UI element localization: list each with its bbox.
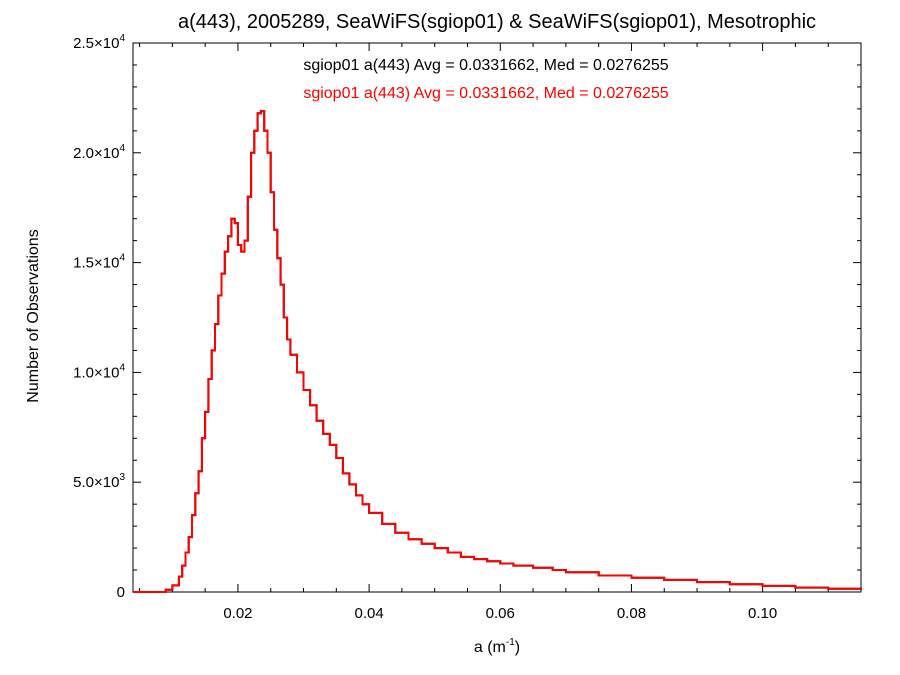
x-axis-label-end: ) (515, 639, 520, 656)
x-axis-label-text: a (m (474, 639, 506, 656)
annotation-red: sgiop01 a(443) Avg = 0.0331662, Med = 0.… (303, 85, 668, 102)
series-group (133, 110, 862, 593)
series-red-line (133, 110, 862, 593)
y-tick-label: 1.0×104 (73, 362, 125, 381)
y-tick-label: 0 (117, 584, 125, 601)
y-tick-label: 2.0×104 (73, 143, 125, 162)
x-tick-label: 0.08 (617, 605, 646, 622)
y-tick-mantissa: 2.0×10 (73, 145, 119, 162)
y-tick-mantissa: 1.0×10 (73, 364, 119, 381)
y-tick-mantissa: 0 (117, 584, 125, 601)
x-tick-label: 0.04 (355, 605, 384, 622)
y-tick-exponent: 4 (119, 362, 125, 373)
y-tick-mantissa: 5.0×10 (73, 474, 119, 491)
y-tick-mantissa: 1.5×10 (73, 255, 119, 272)
y-tick-label: 1.5×104 (73, 253, 125, 272)
y-axis-label: Number of Observations (25, 229, 42, 402)
x-axis-label-sup: -1 (506, 637, 515, 648)
x-tick-label: 0.06 (486, 605, 515, 622)
y-tick-exponent: 4 (119, 33, 125, 44)
chart-title: a(443), 2005289, SeaWiFS(sgiop01) & SeaW… (178, 11, 816, 33)
annotation-black: sgiop01 a(443) Avg = 0.0331662, Med = 0.… (303, 57, 668, 74)
y-tick-label: 2.5×104 (73, 33, 125, 52)
y-tick-label: 5.0×103 (73, 472, 125, 491)
x-tick-label: 0.02 (223, 605, 252, 622)
y-tick-exponent: 3 (119, 472, 125, 483)
annotations: sgiop01 a(443) Avg = 0.0331662, Med = 0.… (303, 57, 668, 102)
plot-frame (132, 42, 862, 593)
x-axis-label: a (m-1) (474, 637, 520, 656)
y-tick-exponent: 4 (119, 143, 125, 154)
x-axis: 0.02 0.04 0.06 0.08 0.10 (139, 43, 862, 622)
y-tick-mantissa: 2.5×10 (73, 35, 119, 52)
y-tick-exponent: 4 (119, 253, 125, 264)
series-black-line (133, 110, 862, 593)
x-tick-label: 0.10 (748, 605, 777, 622)
